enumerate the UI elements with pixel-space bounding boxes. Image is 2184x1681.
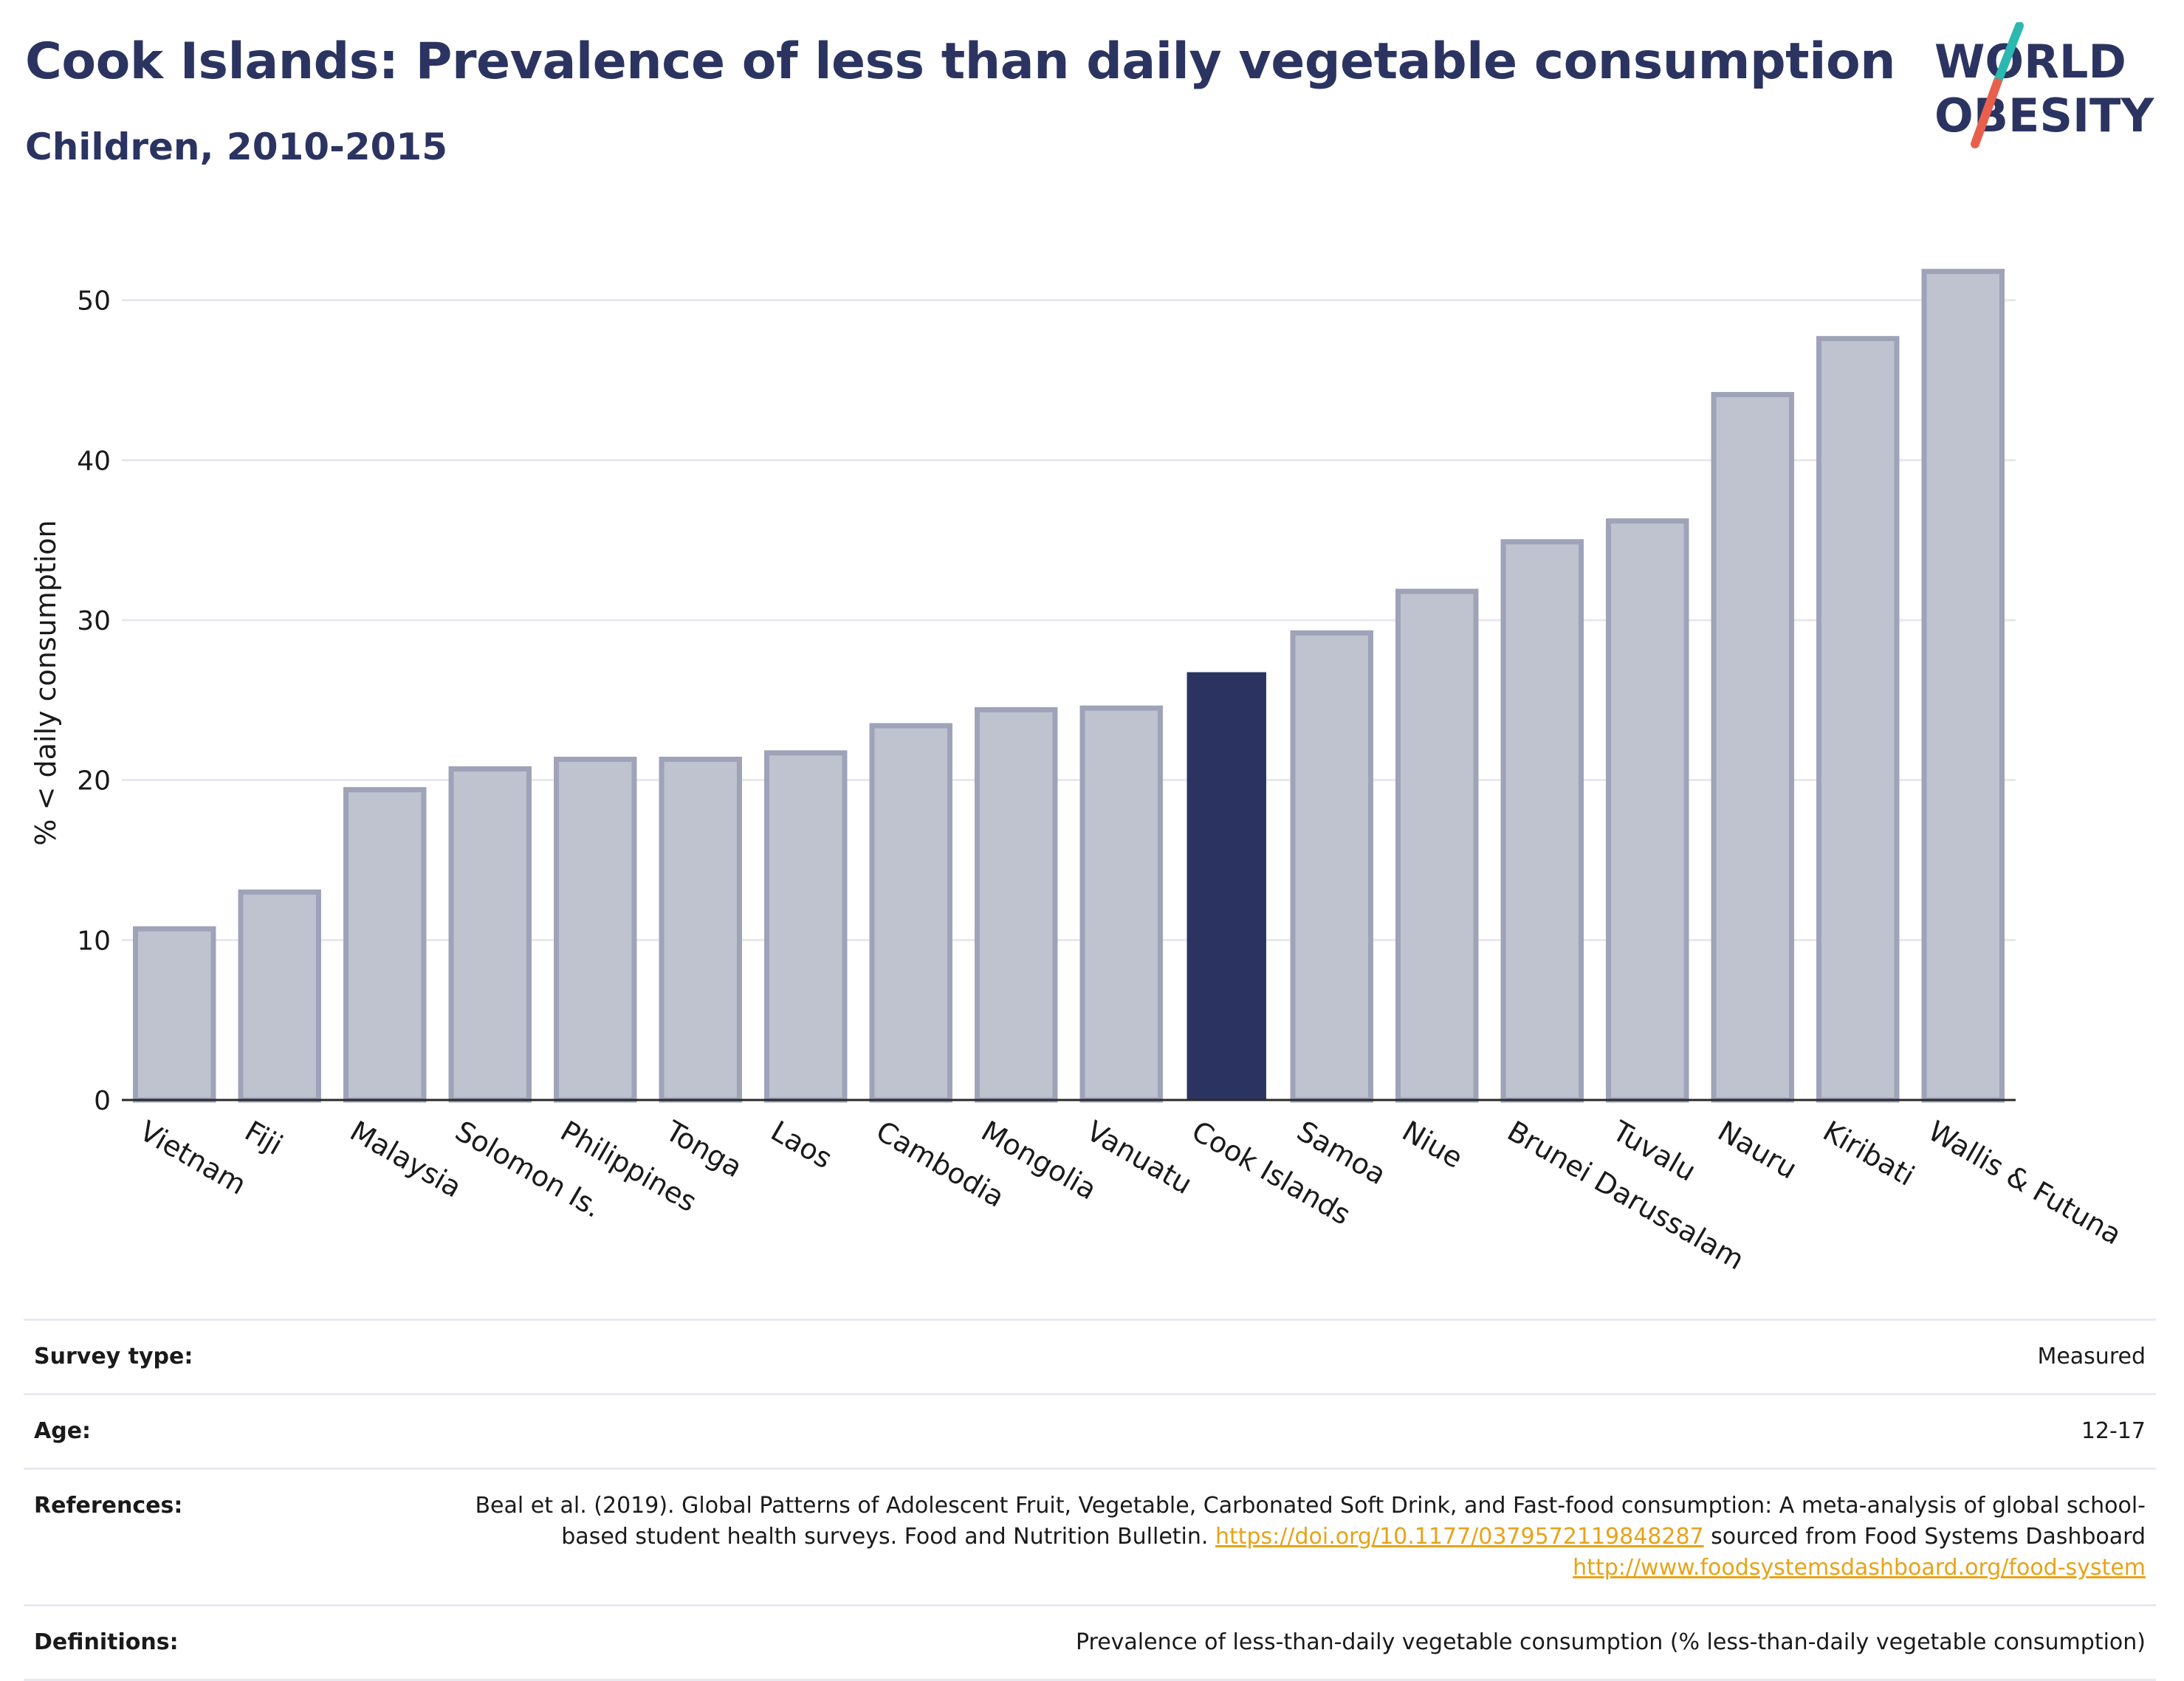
info-row-age: Age: 12-17 (24, 1393, 2156, 1468)
x-tick-label: Niue (1397, 1115, 1469, 1175)
logo-line1: WORLD (1934, 35, 2126, 89)
info-label: References: (34, 1493, 183, 1519)
bar (975, 707, 1058, 1103)
reference-text-2: sourced from Food Systems Dashboard (1703, 1524, 2146, 1550)
bar (1500, 539, 1584, 1103)
bar (1711, 392, 1794, 1103)
logo-slash-top (1993, 22, 2024, 87)
x-tick-label: Vietnam (134, 1115, 252, 1201)
info-label: Survey type: (34, 1344, 193, 1369)
logo-slash-bottom (1971, 78, 2002, 148)
food-systems-dashboard-link[interactable]: http://www.foodsystemsdashboard.org/food… (1573, 1555, 2146, 1581)
bar (659, 757, 742, 1103)
info-value: Prevalence of less-than-daily vegetable … (1075, 1629, 2146, 1655)
x-tick-label: Fiji (239, 1115, 288, 1161)
x-tick-label: Vanuatu (1081, 1115, 1198, 1200)
x-tick-label: Wallis & Futuna (1923, 1115, 2127, 1251)
x-tick-label: Nauru (1712, 1115, 1802, 1186)
doi-link[interactable]: https://doi.org/10.1177/0379572119848287 (1215, 1524, 1704, 1550)
x-tick-label: Laos (766, 1115, 838, 1175)
info-value: Measured (2037, 1344, 2146, 1369)
world-obesity-logo: WORLD OBESITY (1934, 22, 2154, 148)
y-tick-label: 20 (77, 766, 111, 797)
y-tick-label: 50 (77, 286, 111, 317)
y-tick-label: 10 (77, 926, 111, 956)
info-row-definitions: Definitions: Prevalence of less-than-dai… (24, 1604, 2156, 1681)
info-label: Definitions: (34, 1629, 179, 1655)
bar (448, 766, 532, 1103)
bar (1606, 518, 1689, 1103)
info-row-survey-type: Survey type: Measured (24, 1319, 2156, 1393)
bar (238, 889, 321, 1103)
logo-line2: OBESITY (1934, 89, 2154, 142)
info-label: Age: (34, 1418, 92, 1444)
bar (554, 757, 637, 1103)
bar (1290, 630, 1373, 1103)
bar (1079, 705, 1163, 1103)
y-tick-label: 40 (77, 446, 111, 476)
bar (764, 750, 848, 1103)
bar (343, 787, 427, 1103)
info-value: 12-17 (2081, 1418, 2146, 1444)
page-subtitle: Children, 2010-2015 (25, 126, 447, 168)
x-tick-label: Malaysia (345, 1115, 467, 1204)
bar (1921, 269, 2005, 1103)
y-axis-title: % < daily consumption (30, 520, 62, 845)
info-value-references: Beal et al. (2019). Global Patterns of A… (425, 1491, 2146, 1584)
info-row-references: References: Beal et al. (2019). Global P… (24, 1468, 2156, 1604)
bar (869, 723, 952, 1103)
y-tick-label: 0 (94, 1086, 111, 1116)
info-table: Survey type: Measured Age: 12-17 Referen… (24, 1319, 2156, 1681)
bar (133, 926, 216, 1103)
bar-highlighted (1187, 672, 1266, 1101)
y-tick-label: 30 (77, 606, 111, 636)
reference-text: Beal et al. (2019). Global Patterns of A… (475, 1493, 2146, 1550)
x-tick-label: Kiribati (1818, 1115, 1920, 1192)
page-title: Cook Islands: Prevalence of less than da… (25, 32, 1896, 91)
bar (1395, 588, 1479, 1103)
bar (1816, 336, 1900, 1103)
